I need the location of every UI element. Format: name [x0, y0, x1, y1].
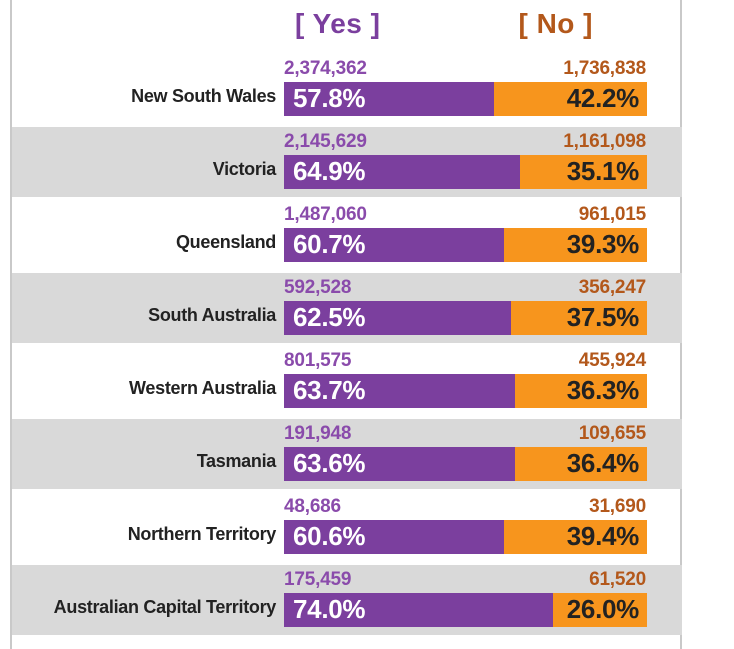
no-bar-segment: 42.2% [493, 82, 647, 116]
yes-bar-segment: 62.5% [284, 301, 511, 335]
region-label: Northern Territory [127, 524, 277, 544]
yes-bar-segment: 63.7% [284, 374, 516, 408]
yes-count: 801,575 [284, 350, 352, 371]
yes-count: 175,459 [284, 569, 352, 590]
result-bar: 60.7% 39.3% [284, 228, 647, 262]
yes-count: 191,948 [284, 423, 352, 444]
region-row: New South Wales 2,374,362 1,736,838 57.8% 42… [12, 54, 682, 124]
yes-percent-label: 64.9% [293, 156, 366, 186]
yes-bar-segment: 60.6% [284, 520, 504, 554]
yes-column-header: [ Yes ] [295, 8, 381, 39]
no-count: 455,924 [578, 350, 646, 371]
yes-count: 2,145,629 [284, 131, 367, 152]
yes-bar-segment: 74.0% [284, 593, 553, 627]
yes-bar-segment: 60.7% [284, 228, 505, 262]
no-bar-segment: 39.4% [503, 520, 647, 554]
result-bar: 63.7% 36.3% [284, 374, 647, 408]
no-bar-segment: 37.5% [510, 301, 647, 335]
no-count: 109,655 [578, 423, 646, 444]
region-row: Northern Territory 48,686 31,690 60.6% 39.4% [12, 492, 682, 562]
result-bar: 57.8% 42.2% [284, 82, 647, 116]
yes-percent-label: 63.7% [293, 375, 366, 405]
region-label: Tasmania [196, 451, 277, 471]
yes-percent-label: 57.8% [293, 83, 366, 113]
no-bar-segment: 36.4% [514, 447, 647, 481]
region-label: Victoria [212, 159, 277, 179]
region-row: Queensland 1,487,060 961,015 60.7% 39.3% [12, 200, 682, 270]
no-bar-segment: 35.1% [519, 155, 647, 189]
no-percent-label: 42.2% [566, 83, 640, 113]
no-count: 356,247 [578, 277, 646, 298]
yes-percent-label: 60.7% [293, 229, 366, 259]
yes-percent-label: 60.6% [293, 521, 366, 551]
no-percent-label: 35.1% [566, 156, 640, 186]
region-row: Australian Capital Territory 175,459 61,52… [12, 565, 682, 635]
yes-count: 1,487,060 [284, 204, 367, 225]
region-row: Western Australia 801,575 455,924 63.7% 36.3… [12, 346, 682, 416]
result-bar: 62.5% 37.5% [284, 301, 647, 335]
no-count: 1,736,838 [563, 58, 646, 79]
no-count: 31,690 [589, 496, 646, 517]
region-label: Western Australia [129, 378, 276, 398]
yes-count: 592,528 [284, 277, 352, 298]
no-column-header: [ No ] [518, 8, 593, 39]
result-bar: 63.6% 36.4% [284, 447, 647, 481]
no-percent-label: 39.3% [566, 229, 640, 259]
result-bar: 74.0% 26.0% [284, 593, 647, 627]
region-label: Australian Capital Territory [53, 597, 277, 617]
no-count: 61,520 [589, 569, 646, 590]
panel-bottom [12, 636, 680, 649]
yes-count: 48,686 [284, 496, 341, 517]
yes-bar-segment: 57.8% [284, 82, 494, 116]
yes-percent-label: 74.0% [293, 594, 366, 624]
yes-bar-segment: 63.6% [284, 447, 515, 481]
region-row: Tasmania 191,948 109,655 63.6% 36.4% [12, 419, 682, 489]
yes-percent-label: 63.6% [293, 448, 366, 478]
region-label: New South Wales [131, 86, 276, 106]
no-percent-label: 37.5% [566, 302, 640, 332]
no-bar-segment: 36.3% [515, 374, 647, 408]
no-count: 1,161,098 [563, 131, 646, 152]
no-percent-label: 39.4% [566, 521, 640, 551]
yes-bar-segment: 64.9% [284, 155, 520, 189]
region-row: South Australia 592,528 356,247 62.5% 37.5% [12, 273, 682, 343]
result-bar: 60.6% 39.4% [284, 520, 647, 554]
yes-count: 2,374,362 [284, 58, 367, 79]
no-bar-segment: 39.3% [504, 228, 647, 262]
region-row: Victoria 2,145,629 1,161,098 64.9% 35.1% [12, 127, 682, 197]
no-percent-label: 36.4% [566, 448, 640, 478]
result-bar: 64.9% 35.1% [284, 155, 647, 189]
no-bar-segment: 26.0% [552, 593, 647, 627]
region-label: South Australia [148, 305, 276, 325]
no-count: 961,015 [578, 204, 646, 225]
yes-percent-label: 62.5% [293, 302, 366, 332]
region-label: Queensland [175, 232, 276, 252]
no-percent-label: 36.3% [566, 375, 640, 405]
no-percent-label: 26.0% [566, 594, 640, 624]
